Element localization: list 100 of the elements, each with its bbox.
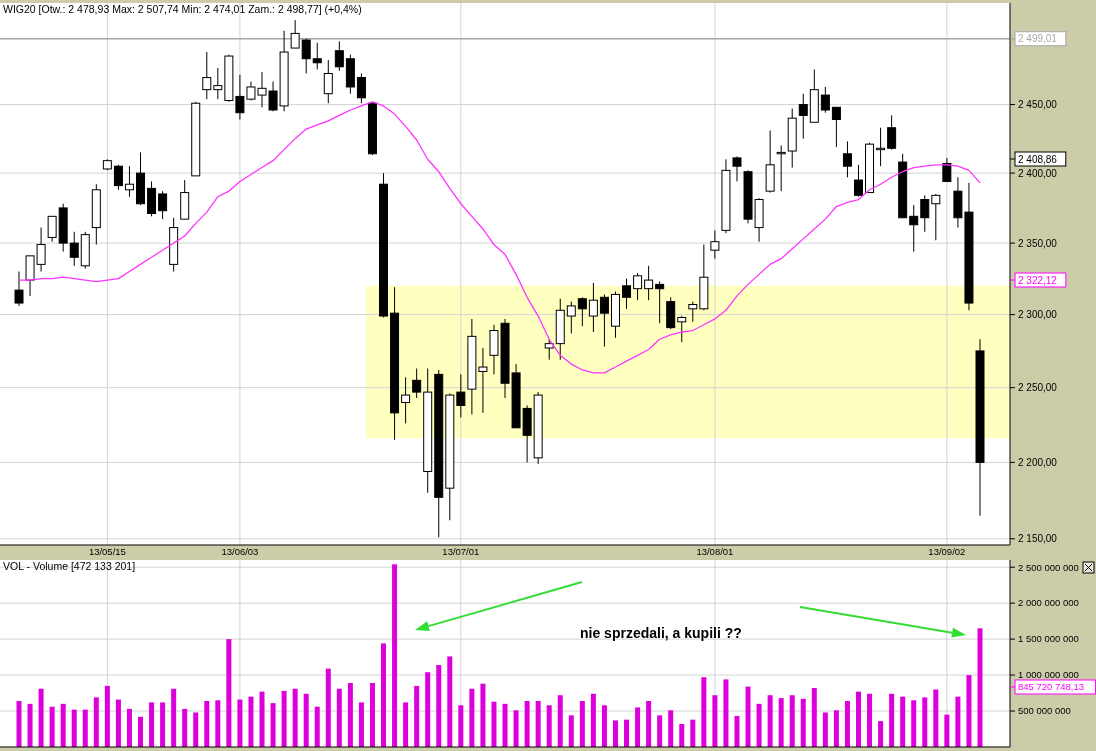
bar xyxy=(215,700,221,747)
candlestick xyxy=(412,368,422,399)
candlestick xyxy=(113,164,123,191)
bar xyxy=(336,688,342,747)
bar xyxy=(138,716,144,747)
candlestick xyxy=(401,376,411,424)
y-tick-label: 2 450,00 xyxy=(1018,99,1058,111)
bar xyxy=(16,700,22,747)
bar xyxy=(568,715,574,747)
bar xyxy=(259,691,265,747)
bar xyxy=(878,721,884,747)
bar xyxy=(369,682,375,747)
bar xyxy=(226,639,232,747)
bar xyxy=(347,682,353,747)
bar xyxy=(104,685,110,747)
chart-title: WIG20 [Otw.: 2 478,93 Max: 2 507,74 Min: 2 474,01 Zam.: 2 498,77] (+0,4%) xyxy=(3,3,362,15)
y-tick-label: 2 350,00 xyxy=(1018,237,1058,249)
text: 2 408,86 xyxy=(1018,153,1058,165)
bar xyxy=(93,697,99,747)
bar xyxy=(690,719,696,747)
bar xyxy=(182,708,188,747)
y-tick-label: 2 000 000 000 xyxy=(1018,597,1079,609)
candlestick xyxy=(456,373,466,418)
candlestick xyxy=(158,190,168,220)
bar xyxy=(612,720,618,747)
y-tick-label: 2 250,00 xyxy=(1018,382,1058,394)
bar xyxy=(546,705,552,747)
candlestick xyxy=(213,67,223,100)
bar xyxy=(60,703,66,747)
candlestick xyxy=(776,145,786,192)
bar xyxy=(414,685,420,747)
chart-title: VOL - Volume [472 133 201] xyxy=(3,560,136,572)
bar xyxy=(447,656,453,747)
candlestick xyxy=(577,296,587,327)
bar xyxy=(811,688,817,747)
bar xyxy=(624,719,630,747)
candlestick xyxy=(323,59,333,104)
bar xyxy=(933,689,939,747)
bar xyxy=(590,693,596,747)
bar xyxy=(115,699,121,747)
candlestick xyxy=(633,272,643,301)
candlestick xyxy=(544,338,554,361)
bar xyxy=(966,675,972,747)
bar xyxy=(281,690,287,747)
bar xyxy=(425,672,431,747)
bar xyxy=(160,702,166,747)
bar xyxy=(126,708,132,747)
bar xyxy=(922,697,928,747)
bar xyxy=(657,715,663,747)
bar xyxy=(668,710,674,747)
bar xyxy=(745,686,751,747)
x-tick-label: 13/05/15 xyxy=(88,546,126,557)
bar xyxy=(27,703,33,747)
bar xyxy=(911,700,917,747)
candlestick xyxy=(920,194,930,233)
candlestick xyxy=(677,315,687,343)
candlestick xyxy=(887,114,897,151)
candlestick xyxy=(732,156,742,182)
bar xyxy=(403,702,409,747)
bar xyxy=(734,716,740,747)
bar xyxy=(292,688,298,747)
bar xyxy=(480,683,486,747)
bar xyxy=(900,696,906,747)
candlestick xyxy=(655,281,665,324)
candlestick xyxy=(566,301,576,334)
x-tick-label: 13/06/03 xyxy=(221,546,259,557)
text: 2 322,12 xyxy=(1018,274,1058,286)
bar xyxy=(944,714,950,747)
bar xyxy=(535,700,541,747)
bar xyxy=(679,723,685,747)
x-tick-label: 13/09/02 xyxy=(928,546,966,557)
bar xyxy=(767,695,773,747)
bar xyxy=(436,665,442,747)
bar xyxy=(800,698,806,747)
candlestick xyxy=(798,93,808,140)
bar xyxy=(635,707,641,747)
candlestick xyxy=(710,229,720,260)
bar xyxy=(889,693,895,747)
y-tick-label: 500 000 000 xyxy=(1018,705,1071,717)
candlestick xyxy=(124,165,134,198)
candlestick xyxy=(831,106,841,148)
x-tick-label: 13/07/01 xyxy=(442,546,480,557)
bar xyxy=(844,700,850,747)
bar xyxy=(701,677,707,747)
candlestick xyxy=(14,271,24,307)
candlestick xyxy=(47,215,57,243)
bar xyxy=(855,691,861,747)
bar xyxy=(557,695,563,747)
candlestick xyxy=(356,73,366,104)
candlestick xyxy=(301,38,311,74)
bar xyxy=(171,688,177,747)
bar xyxy=(601,705,607,747)
text: 845 720 748,13 xyxy=(1018,681,1085,693)
bar xyxy=(977,628,983,747)
bar xyxy=(358,702,364,747)
bar xyxy=(82,709,88,747)
y-tick-label: 1 500 000 000 xyxy=(1018,633,1079,645)
bar xyxy=(723,679,729,747)
bar xyxy=(248,696,254,747)
bar xyxy=(646,700,652,747)
